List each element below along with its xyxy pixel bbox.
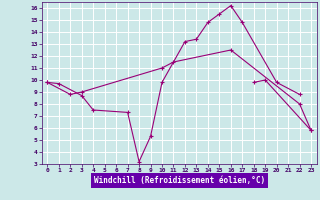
- X-axis label: Windchill (Refroidissement éolien,°C): Windchill (Refroidissement éolien,°C): [94, 176, 265, 185]
